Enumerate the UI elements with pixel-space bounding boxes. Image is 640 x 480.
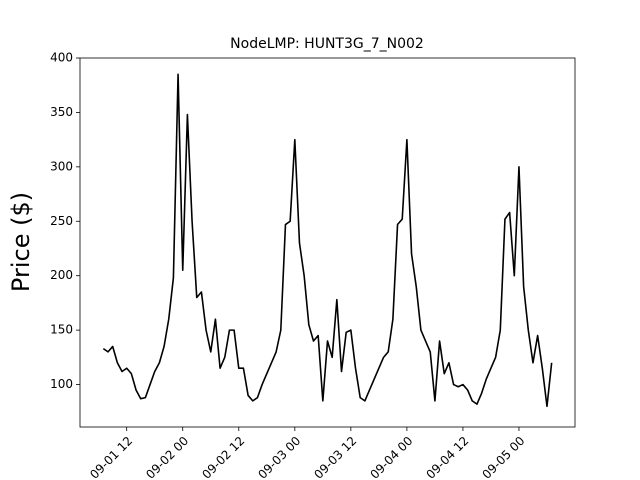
y-tick-label: 300 xyxy=(50,159,73,173)
y-axis-label: Price ($) xyxy=(7,192,35,292)
data-line xyxy=(102,73,553,408)
plot-frame xyxy=(79,57,576,428)
chart-title: NodeLMP: HUNT3G_7_N002 xyxy=(230,36,424,52)
y-tick-label: 400 xyxy=(50,51,73,65)
y-tick-label: 350 xyxy=(50,105,73,119)
y-tick-label: 200 xyxy=(50,268,73,282)
y-tick-label: 100 xyxy=(50,377,73,391)
y-tick-label: 150 xyxy=(50,323,73,337)
y-tick-label: 250 xyxy=(50,214,73,228)
